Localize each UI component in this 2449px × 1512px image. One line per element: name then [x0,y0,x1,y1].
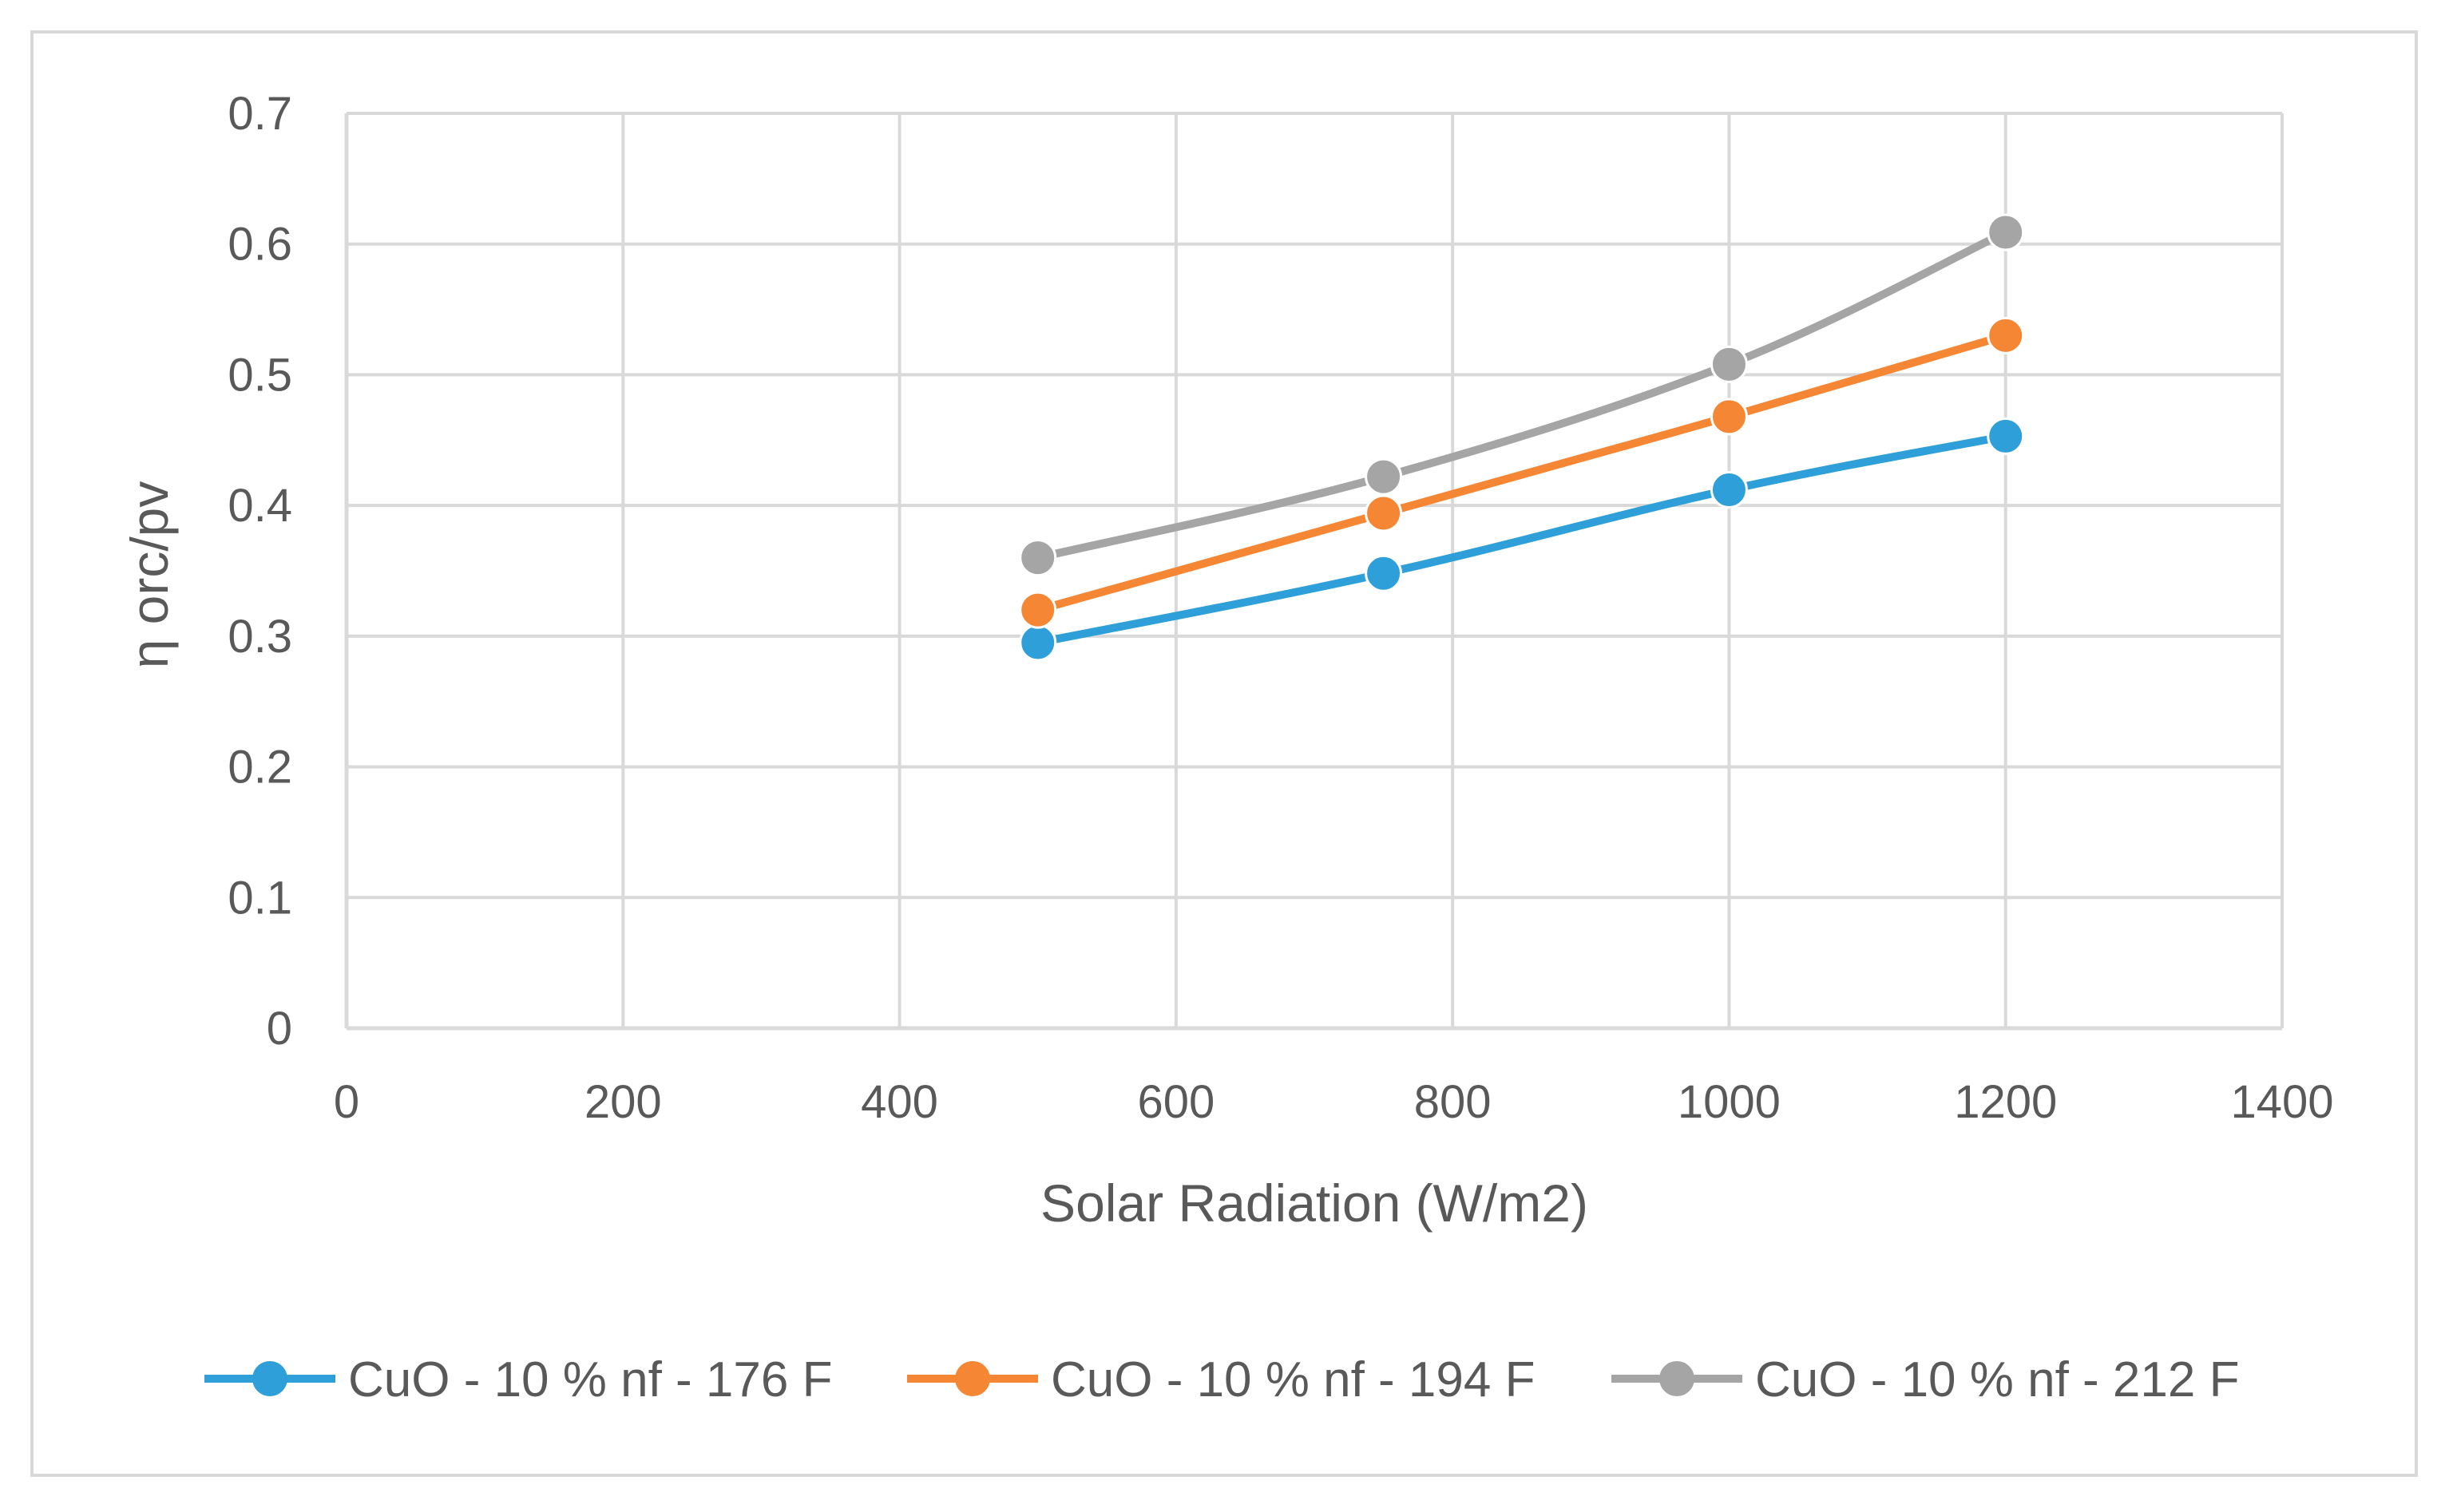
data-point [1019,539,1057,577]
y-tick-label: 0.2 [228,742,292,794]
legend-marker [955,1361,990,1396]
x-tick-label: 800 [1414,1076,1492,1128]
data-point [1365,554,1403,592]
series-group [1019,213,2025,662]
x-tick-label: 1400 [2230,1076,2333,1128]
chart-frame [30,30,2418,1477]
x-tick-label: 600 [1137,1076,1215,1128]
legend: CuO - 10 % nf - 176 F CuO - 10 % nf - 194… [204,1352,2239,1407]
x-tick-label: 200 [585,1076,662,1128]
data-point [1710,398,1748,436]
series-line [1033,331,2010,615]
legend-label: CuO - 10 % nf - 194 F [1051,1352,1535,1407]
x-tick-labels: 0 200 400 600 800 1000 1200 1400 [334,1076,2334,1128]
y-tick-label: 0.4 [228,480,292,532]
legend-marker [252,1361,287,1396]
series-line [1033,228,2010,562]
legend-marker [1659,1361,1694,1396]
gridlines [347,112,2284,1028]
y-tick-label: 0.5 [228,349,292,401]
series-line [1033,432,2010,647]
series-2 [1019,316,2025,629]
legend-label: CuO - 10 % nf - 212 F [1755,1352,2239,1407]
x-tick-label: 0 [334,1076,359,1128]
series-3 [1019,213,2025,577]
data-point [1365,457,1403,496]
data-point [1987,417,2025,455]
data-point [1987,213,2025,251]
axes [344,113,2282,1031]
y-axis-title: η orc/pv [120,481,179,669]
x-axis-title: Solar Radiation (W/m2) [1040,1174,1588,1233]
y-tick-label: 0.7 [228,88,292,140]
legend-item-1: CuO - 10 % nf - 176 F [204,1352,832,1407]
y-tick-label: 0.1 [228,872,292,924]
data-point [1710,470,1748,509]
legend-item-2: CuO - 10 % nf - 194 F [907,1352,1535,1407]
series-1 [1019,417,2025,662]
y-tick-labels: 0 0.1 0.2 0.3 0.4 0.5 0.6 0.7 [228,88,292,1055]
y-tick-label: 0.3 [228,611,292,663]
y-tick-label: 0.6 [228,219,292,271]
x-tick-label: 1000 [1678,1076,1781,1128]
legend-item-3: CuO - 10 % nf - 212 F [1611,1352,2239,1407]
x-tick-label: 1200 [1954,1076,2057,1128]
x-tick-label: 400 [861,1076,938,1128]
data-point [1365,494,1403,532]
data-point [1019,591,1057,629]
y-tick-label: 0 [267,1003,292,1055]
data-point [1019,623,1057,662]
data-point [1987,316,2025,354]
data-point [1710,345,1748,383]
legend-label: CuO - 10 % nf - 176 F [348,1352,832,1407]
